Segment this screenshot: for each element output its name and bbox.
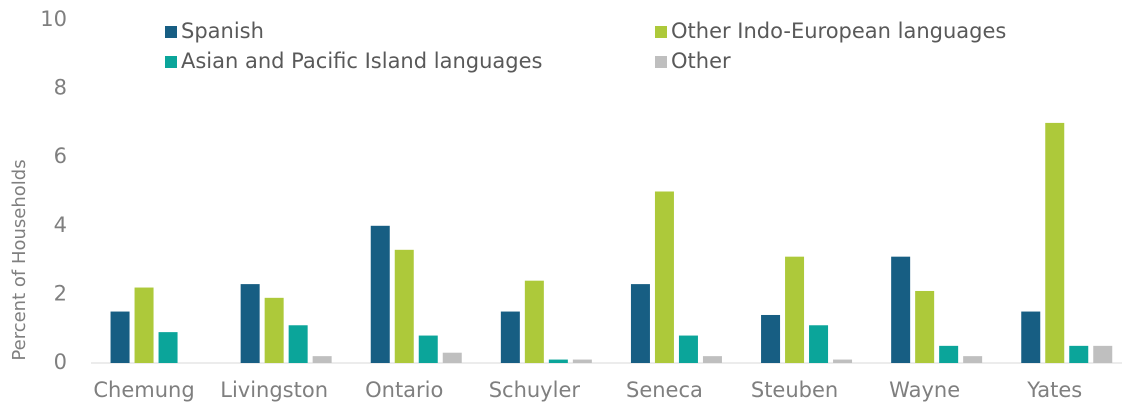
bar [1045,122,1065,364]
y-tick-label: 8 [54,76,67,100]
bar [288,325,308,363]
legend-label: Asian and Pacific Island languages [181,49,542,73]
bar [654,191,674,363]
bar [963,356,983,363]
legend-swatch [165,26,177,38]
bar [240,284,260,363]
legend-label: Spanish [181,19,264,43]
bar [572,359,592,363]
y-tick-label: 4 [54,213,67,237]
bar [785,256,805,363]
x-tick-label: Steuben [751,378,838,402]
bar [312,356,332,363]
legend-label: Other [671,49,731,73]
x-tick-label: Livingston [220,378,328,402]
bar [442,352,462,363]
bar [500,311,520,363]
bar [891,256,911,363]
bar [761,314,781,363]
bar [1093,345,1113,363]
bar [809,325,829,363]
bar [264,297,284,363]
y-tick-label: 0 [54,350,67,374]
bar [548,359,568,363]
legend-swatch [655,56,667,68]
bar [630,284,650,363]
bar [418,335,438,363]
bar [678,335,698,363]
bar [702,356,722,363]
bar [939,345,959,363]
bar [1069,345,1089,363]
x-tick-label: Chemung [93,378,194,402]
x-tick-label: Wayne [889,378,960,402]
x-tick-label: Yates [1026,378,1082,402]
legend-swatch [655,26,667,38]
x-tick-label: Seneca [626,378,703,402]
y-tick-label: 2 [54,281,67,305]
bar [394,249,414,363]
bar [134,287,154,363]
bar [158,332,178,363]
bar [110,311,130,363]
bar [915,290,935,363]
y-axis-label: Percent of Households [9,159,30,360]
x-tick-label: Schuyler [489,378,581,402]
bar [1021,311,1041,363]
bar [833,359,853,363]
y-tick-label: 6 [54,144,67,168]
legend-label: Other Indo-European languages [671,19,1006,43]
bar [524,280,544,363]
y-tick-label: 10 [40,7,67,31]
legend-swatch [165,56,177,68]
x-tick-label: Ontario [365,378,443,402]
bar [370,225,390,363]
